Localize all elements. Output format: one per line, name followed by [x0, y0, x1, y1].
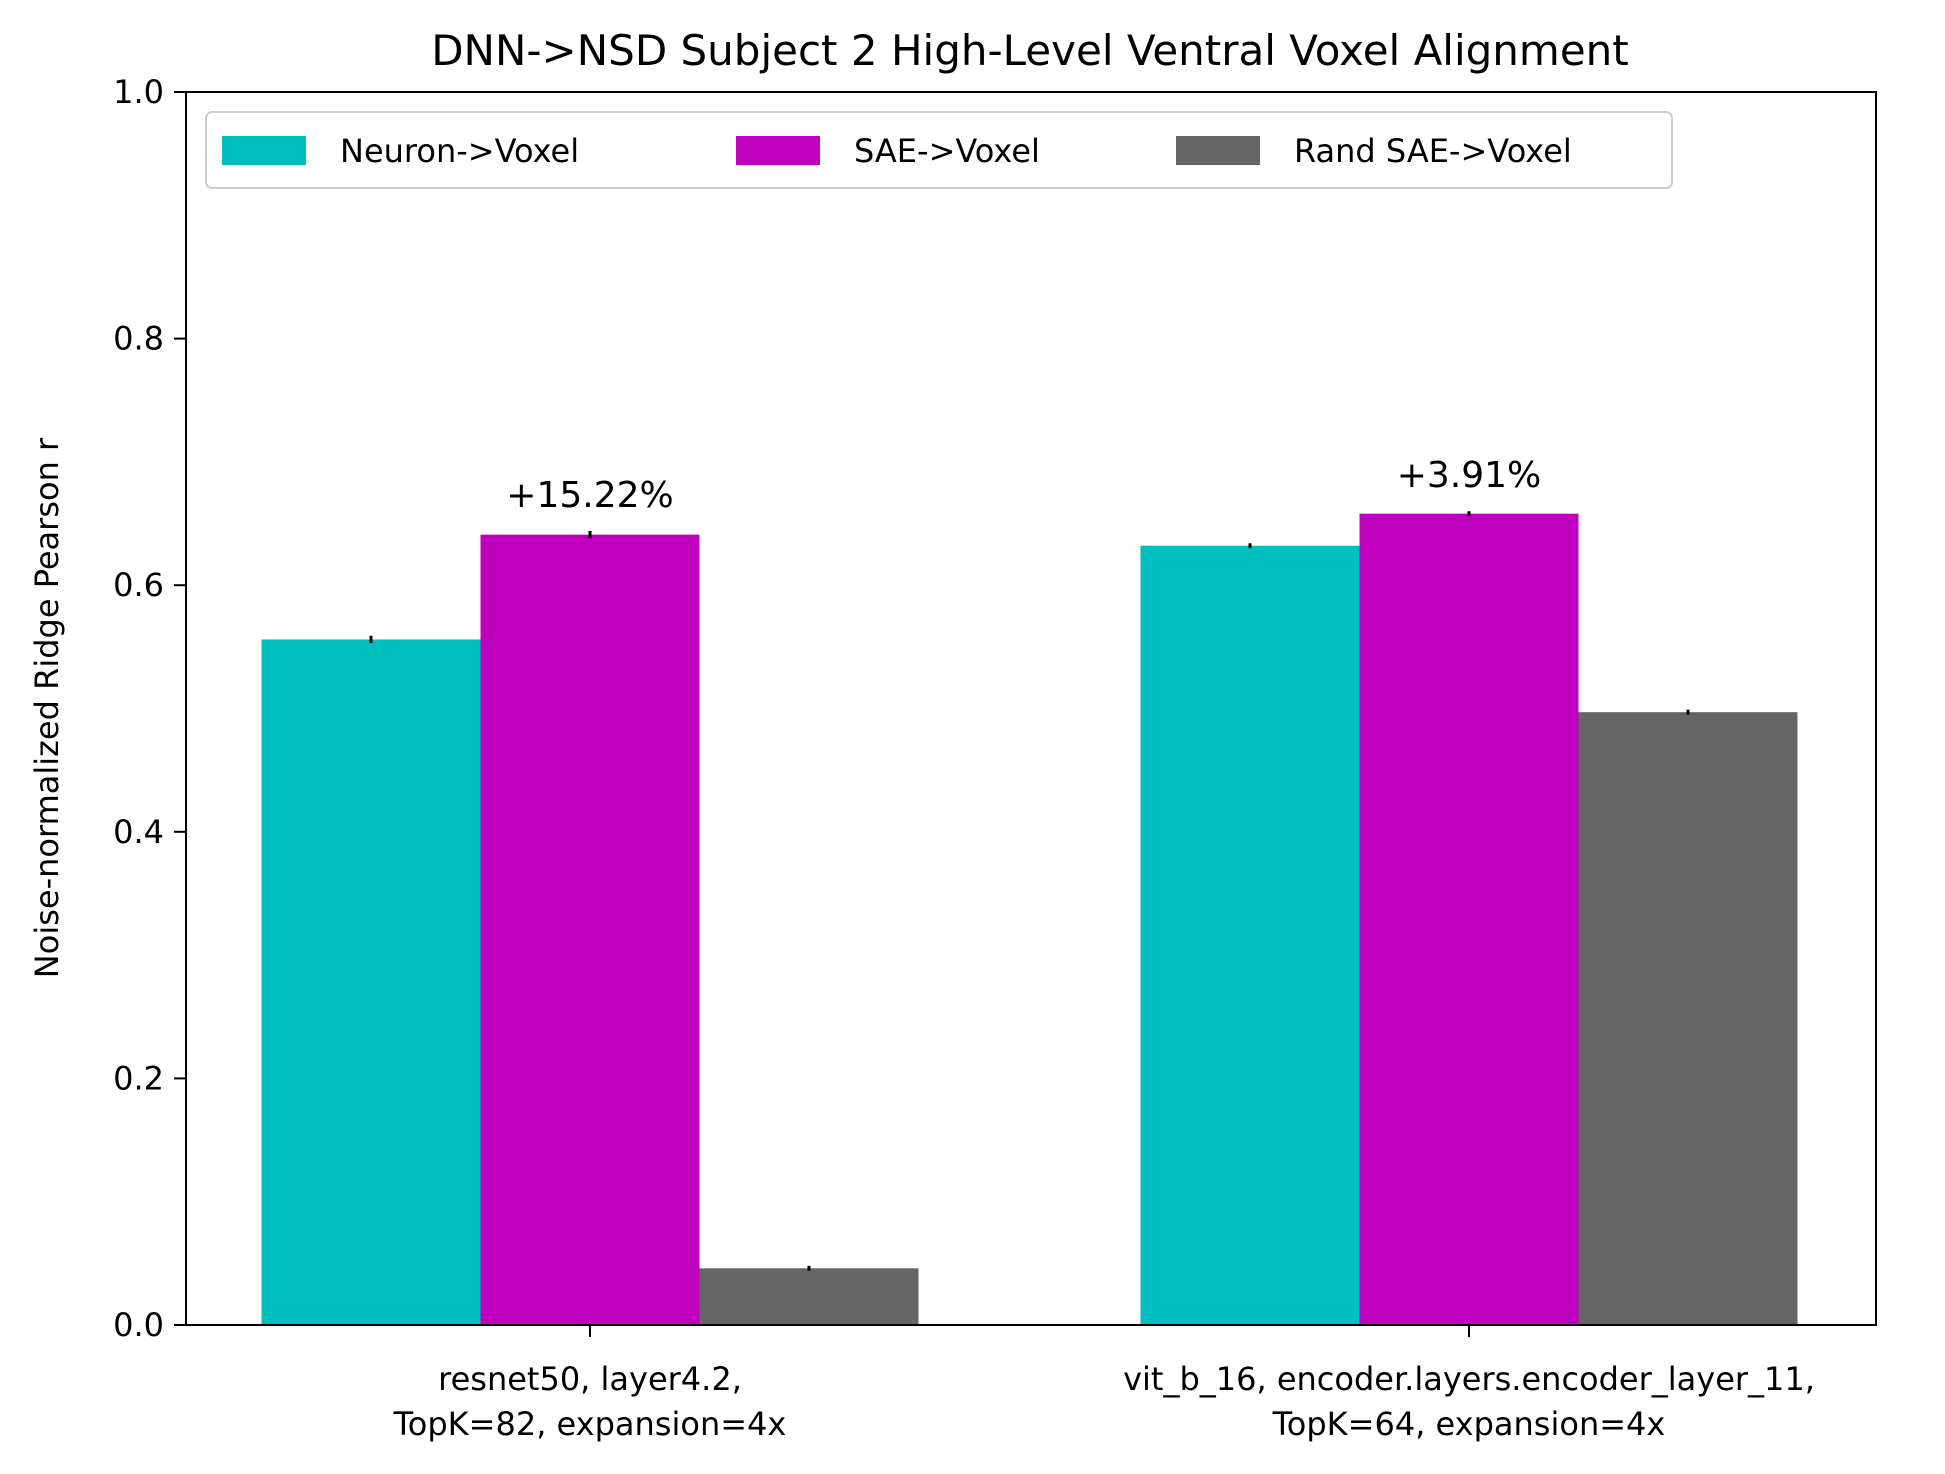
y-tick-label: 0.0 [113, 1306, 164, 1344]
chart-title: DNN->NSD Subject 2 High-Level Ventral Vo… [431, 26, 1629, 75]
y-axis-label: Noise-normalized Ridge Pearson r [28, 437, 66, 978]
legend-label: SAE->Voxel [854, 132, 1040, 170]
legend-swatch [736, 136, 820, 165]
bar-neuron-voxel-0 [261, 639, 481, 1325]
legend-label: Rand SAE->Voxel [1294, 132, 1572, 170]
bar-sae-voxel-0 [480, 534, 700, 1325]
improvement-annotation: +3.91% [1397, 455, 1542, 496]
plot-area-frame [185, 91, 1877, 1326]
x-tick-label: vit_b_16, encoder.layers.encoder_layer_1… [1123, 1360, 1815, 1398]
legend-swatch [222, 136, 306, 165]
y-tick-label: 0.2 [113, 1059, 164, 1097]
y-axis: 0.0 0.2 0.4 0.6 0.8 1.0 [113, 73, 186, 1344]
bar-neuron-voxel-1 [1140, 545, 1360, 1325]
y-tick-label: 0.6 [113, 566, 164, 604]
bar-sae-voxel-1 [1359, 513, 1579, 1325]
bar-rand-sae-voxel-1 [1578, 712, 1798, 1325]
bar-rand-sae-voxel-0 [699, 1268, 919, 1325]
annotations-layer: +15.22% +3.91% [506, 455, 1541, 516]
x-tick-label: TopK=82, expansion=4x [393, 1405, 787, 1443]
x-tick-label: TopK=64, expansion=4x [1272, 1405, 1666, 1443]
y-tick-label: 1.0 [113, 73, 164, 111]
legend: Neuron->Voxel SAE->Voxel Rand SAE->Voxel [205, 111, 1673, 189]
bars-layer [261, 513, 1798, 1325]
legend-frame [205, 111, 1673, 189]
x-tick-label: resnet50, layer4.2, [438, 1360, 742, 1398]
y-tick-label: 0.8 [113, 320, 164, 358]
error-bars-layer [369, 511, 1690, 1271]
improvement-annotation: +15.22% [506, 475, 673, 516]
y-tick-label: 0.4 [113, 813, 164, 851]
legend-swatch [1176, 136, 1260, 165]
x-axis: resnet50, layer4.2, TopK=82, expansion=4x… [393, 1325, 1815, 1443]
legend-label: Neuron->Voxel [340, 132, 579, 170]
